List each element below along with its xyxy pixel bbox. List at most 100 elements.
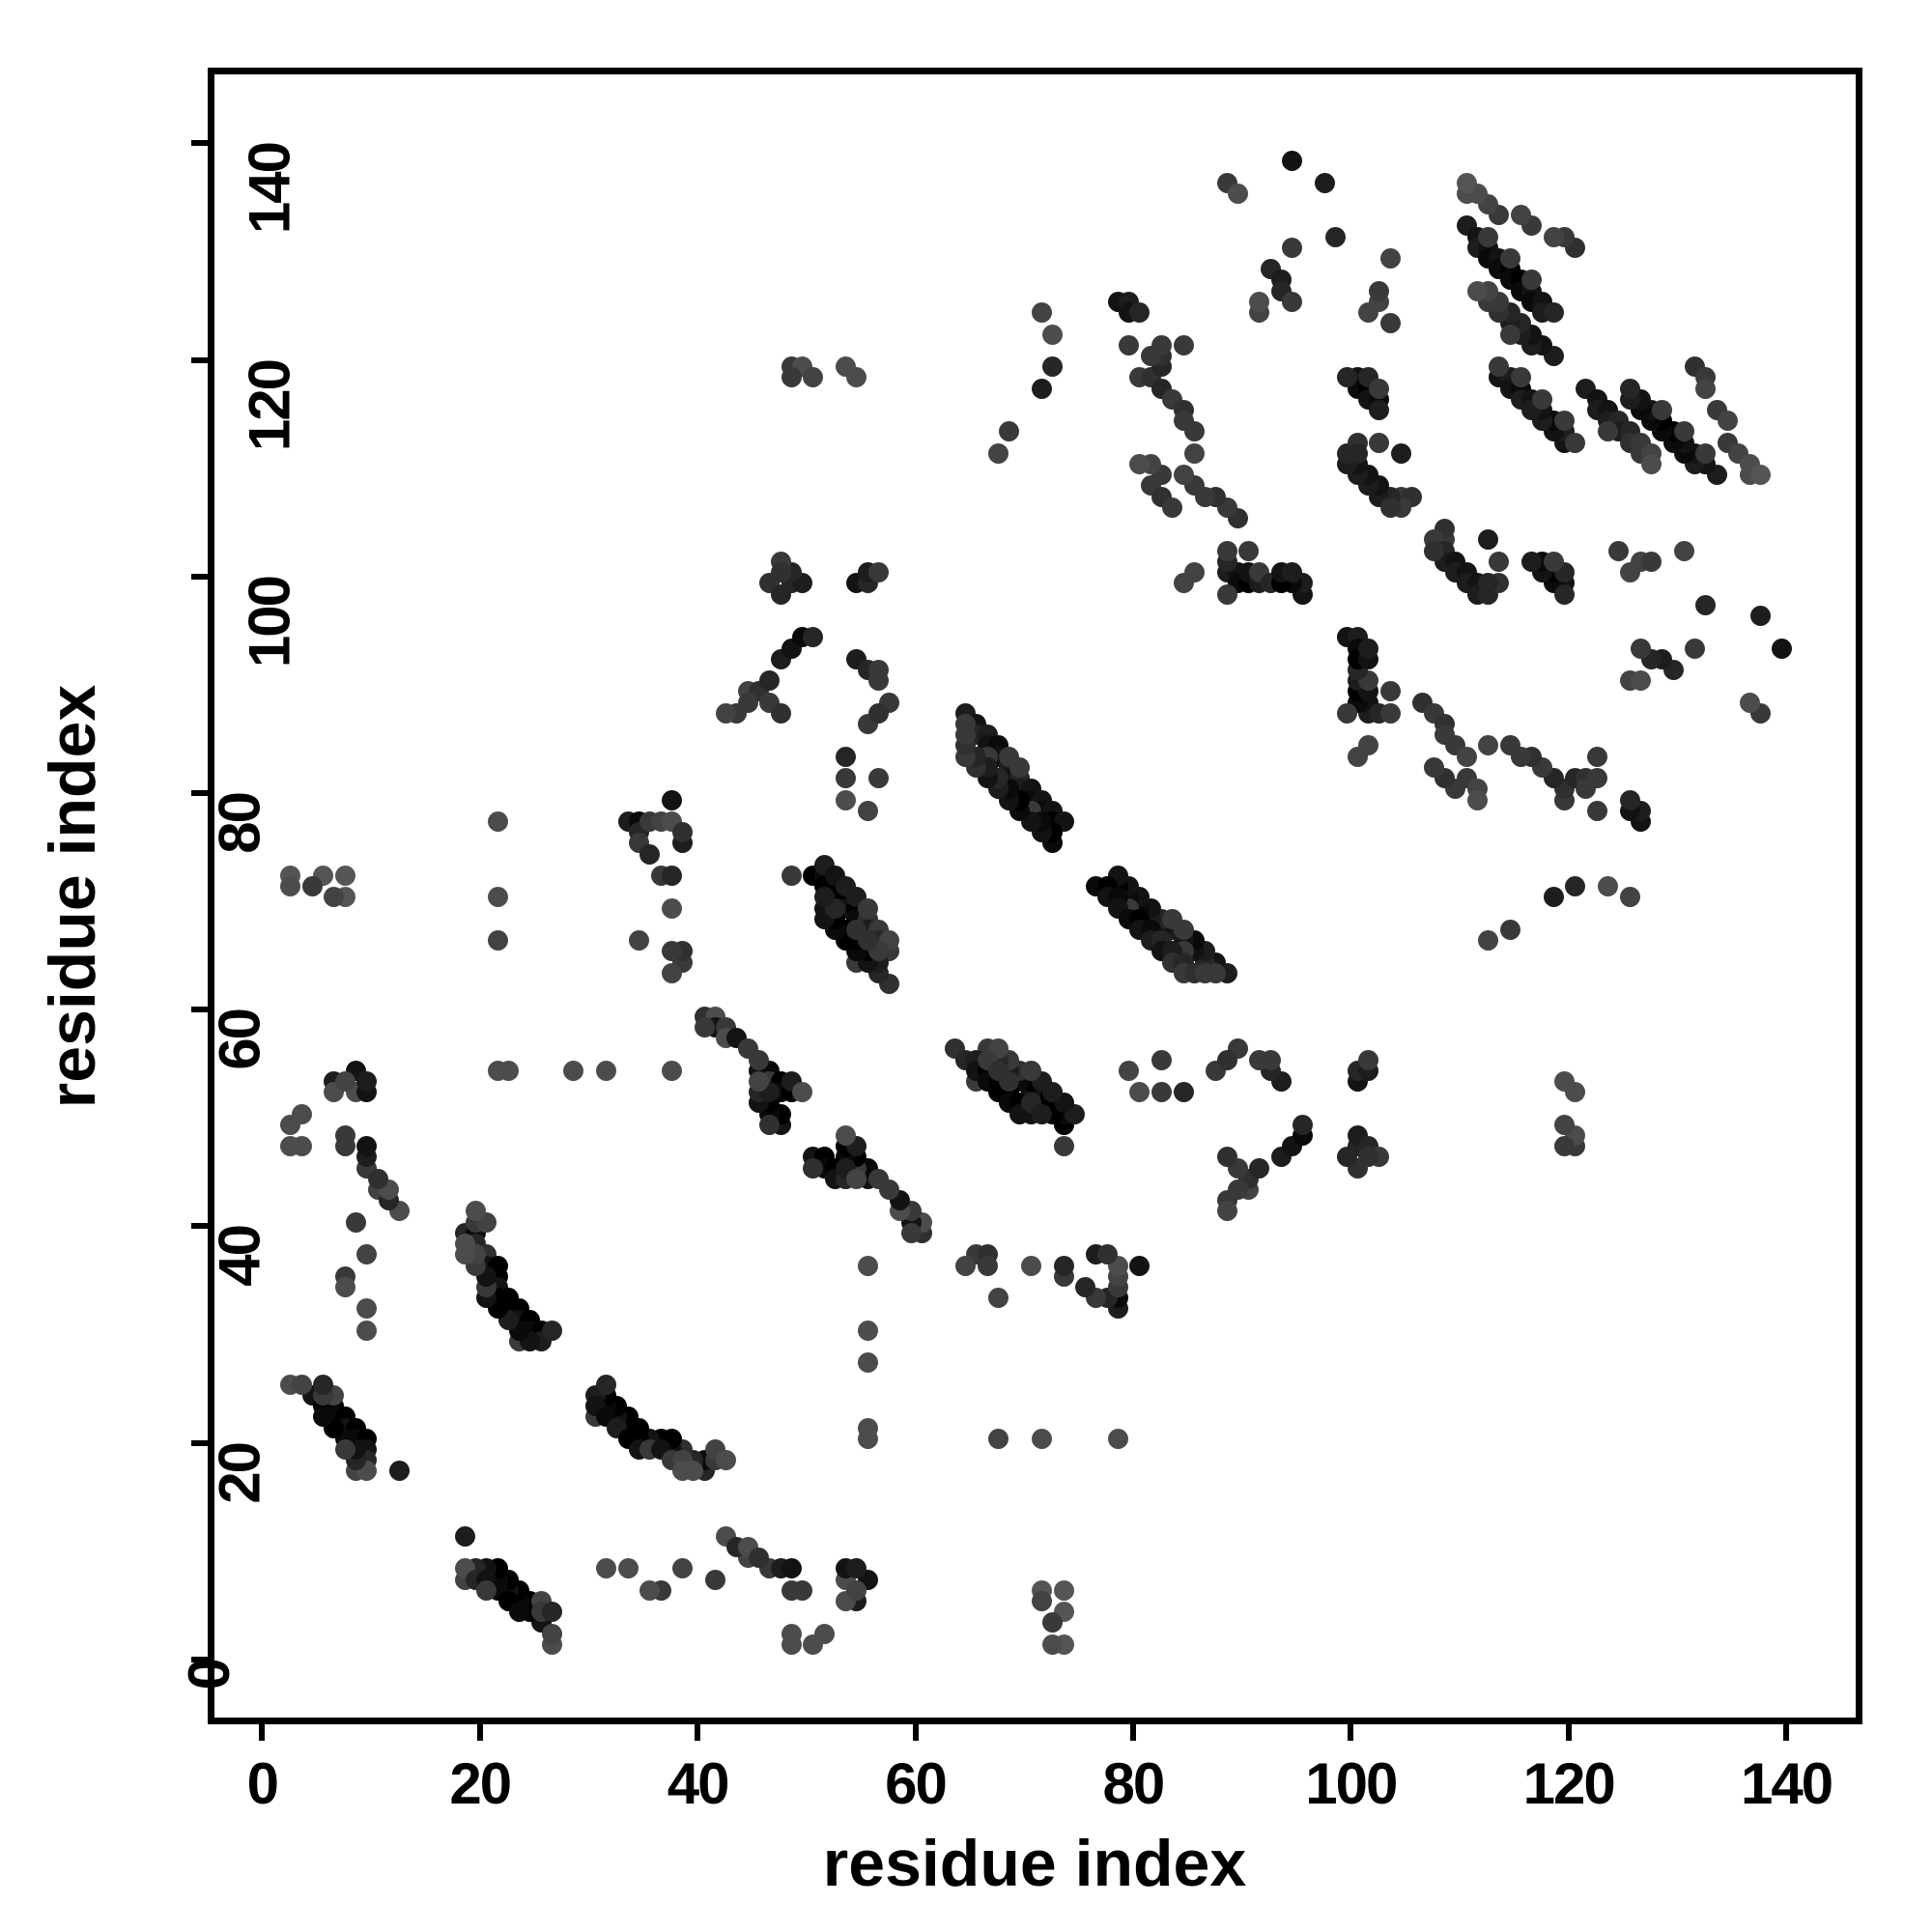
contact-point	[1042, 324, 1064, 345]
x-tick-label: 0	[246, 1751, 279, 1816]
contact-point	[879, 1179, 900, 1201]
contact-point	[1119, 1060, 1140, 1081]
contact-point	[280, 1136, 301, 1157]
contact-point	[1195, 962, 1216, 983]
contact-point	[1347, 746, 1368, 767]
contact-point	[1216, 1147, 1237, 1168]
contact-point	[1673, 540, 1694, 561]
contact-point	[563, 1060, 584, 1081]
y-tick-label: 140	[237, 143, 302, 235]
contact-point	[1379, 681, 1401, 702]
contact-point	[781, 367, 802, 388]
contact-point	[955, 724, 977, 746]
contact-point	[1478, 226, 1499, 247]
contact-point	[1543, 302, 1564, 324]
contact-point	[683, 1461, 704, 1482]
contact-point	[596, 1374, 617, 1395]
contact-point	[1499, 324, 1520, 345]
y-tick-mark	[191, 790, 208, 796]
y-tick-mark	[191, 356, 208, 363]
contact-point	[356, 1244, 378, 1265]
contact-point	[1456, 746, 1477, 767]
x-tick-label: 60	[885, 1751, 948, 1816]
contact-point	[672, 822, 694, 843]
contact-point	[661, 941, 682, 962]
contact-point	[1358, 1049, 1379, 1070]
x-axis-title: residue index	[822, 1827, 1247, 1900]
contact-point	[1553, 1136, 1575, 1157]
contact-point	[661, 1060, 682, 1081]
contact-point	[1369, 280, 1390, 301]
y-tick-label: 100	[237, 576, 302, 668]
x-tick-label: 80	[1102, 1751, 1166, 1816]
contact-point	[1379, 248, 1401, 270]
contact-point	[1619, 789, 1640, 810]
contact-point	[1282, 151, 1303, 172]
contact-point	[1282, 562, 1303, 583]
contact-point	[313, 1406, 334, 1428]
contact-point	[1466, 280, 1488, 301]
contact-point	[1042, 356, 1064, 378]
contact-point	[781, 1558, 802, 1579]
contact-point	[1315, 172, 1335, 193]
y-tick-label: 80	[207, 793, 272, 854]
contact-point	[301, 876, 323, 897]
contact-point	[454, 1525, 475, 1547]
contact-point	[1227, 183, 1248, 204]
contact-point	[639, 1579, 661, 1601]
contact-point	[857, 1255, 878, 1276]
contact-point	[465, 1201, 486, 1222]
contact-point	[836, 1124, 857, 1146]
contact-point	[1695, 442, 1717, 464]
contact-point	[509, 1602, 530, 1623]
contact-point	[759, 1114, 781, 1135]
contact-point	[846, 1558, 867, 1579]
contact-point	[541, 1623, 562, 1644]
contact-point	[977, 1255, 998, 1276]
contact-point	[1151, 1082, 1172, 1103]
contact-point	[1293, 1114, 1314, 1135]
contact-point	[867, 702, 889, 724]
contact-point	[1749, 465, 1771, 486]
contact-point	[1379, 497, 1401, 518]
contact-point	[1478, 529, 1499, 551]
contact-point	[1739, 692, 1760, 713]
contact-point	[1499, 920, 1520, 941]
contact-point	[803, 367, 824, 388]
y-tick-mark	[191, 1656, 208, 1662]
contact-point	[781, 1634, 802, 1655]
contact-point	[661, 789, 682, 810]
contact-point	[629, 930, 650, 952]
contact-point	[1358, 1147, 1379, 1168]
x-tick-label: 40	[667, 1751, 730, 1816]
contact-point	[857, 1320, 878, 1341]
contact-point	[1173, 573, 1194, 594]
contact-point	[1020, 1255, 1041, 1276]
contact-point	[1543, 226, 1564, 247]
contact-point	[1532, 388, 1553, 410]
contact-point	[541, 1602, 562, 1623]
contact-point	[1075, 1276, 1096, 1297]
contact-point	[1478, 930, 1499, 952]
x-tick-mark	[259, 1724, 266, 1741]
y-tick-label: 40	[207, 1226, 272, 1288]
contact-point	[987, 1288, 1009, 1309]
contact-point	[999, 1070, 1020, 1092]
contact-point	[324, 887, 345, 908]
y-tick-label: 20	[207, 1442, 272, 1504]
contact-point	[770, 702, 791, 724]
contact-point	[487, 930, 508, 952]
contact-point	[900, 1222, 922, 1243]
contact-point	[313, 1374, 334, 1395]
contact-point	[639, 843, 661, 865]
contact-point	[1717, 411, 1738, 432]
contact-point	[1521, 270, 1543, 291]
y-tick-mark	[191, 573, 208, 580]
contact-point	[1423, 756, 1444, 778]
contact-point	[476, 1579, 497, 1601]
x-tick-mark	[1129, 1724, 1136, 1741]
contact-point	[1553, 583, 1575, 605]
contact-point	[1053, 1579, 1074, 1601]
contact-point	[737, 692, 758, 713]
